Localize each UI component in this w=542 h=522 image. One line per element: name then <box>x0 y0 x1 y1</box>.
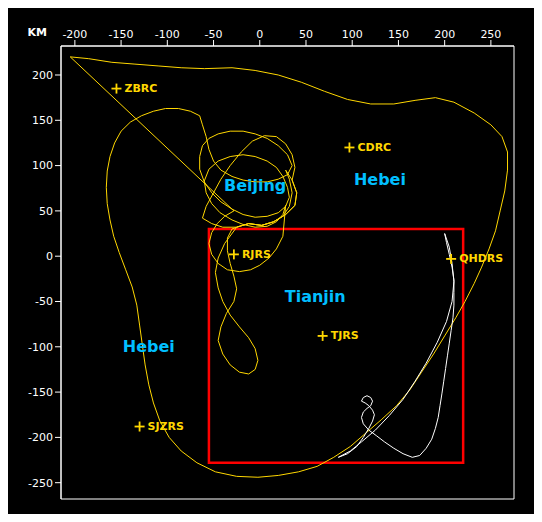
svg-text:QHDRS: QHDRS <box>459 252 503 265</box>
svg-text:50: 50 <box>299 28 313 41</box>
svg-text:200: 200 <box>434 28 455 41</box>
svg-text:SJZRS: SJZRS <box>148 420 184 433</box>
svg-text:-200: -200 <box>62 28 87 41</box>
svg-text:CDRC: CDRC <box>357 141 391 154</box>
svg-text:Beijing: Beijing <box>224 176 286 195</box>
svg-text:TJRS: TJRS <box>331 329 359 342</box>
svg-text:Hebei: Hebei <box>354 170 406 189</box>
svg-text:-150: -150 <box>109 28 134 41</box>
svg-text:-50: -50 <box>205 28 223 41</box>
svg-text:-50: -50 <box>35 295 53 308</box>
svg-text:0: 0 <box>46 250 53 263</box>
svg-text:100: 100 <box>32 159 53 172</box>
svg-text:KM: KM <box>28 26 47 39</box>
svg-text:-200: -200 <box>28 431 53 444</box>
svg-text:250: 250 <box>480 28 501 41</box>
svg-text:-100: -100 <box>28 341 53 354</box>
svg-text:-150: -150 <box>28 386 53 399</box>
svg-text:RJRS: RJRS <box>242 248 271 261</box>
svg-text:100: 100 <box>342 28 363 41</box>
svg-text:150: 150 <box>388 28 409 41</box>
svg-text:ZBRC: ZBRC <box>124 82 157 95</box>
svg-text:-250: -250 <box>28 477 53 490</box>
svg-text:Tianjin: Tianjin <box>285 287 346 306</box>
svg-text:50: 50 <box>39 205 53 218</box>
svg-text:200: 200 <box>32 69 53 82</box>
svg-text:-100: -100 <box>155 28 180 41</box>
svg-text:Hebei: Hebei <box>123 337 175 356</box>
svg-text:0: 0 <box>256 28 263 41</box>
svg-text:150: 150 <box>32 114 53 127</box>
